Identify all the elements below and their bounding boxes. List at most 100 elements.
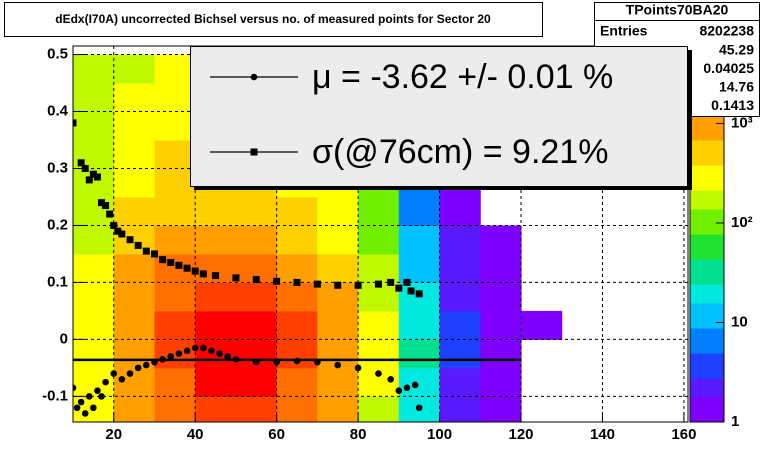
heatmap-cell (276, 282, 318, 312)
heatmap-cell (113, 310, 155, 340)
marker-circle (208, 347, 215, 355)
heatmap-cell (480, 367, 522, 397)
marker-square (212, 272, 220, 280)
marker-square (395, 284, 403, 292)
y-tick-label: 0 (60, 330, 68, 347)
heatmap-cell (317, 396, 359, 422)
x-tick-label: 80 (350, 426, 367, 443)
marker-circle (252, 358, 260, 366)
colorbar-cell (690, 284, 724, 291)
heatmap-cell (358, 196, 400, 226)
heatmap-cell (154, 111, 196, 141)
colorbar-cell (690, 140, 724, 147)
heatmap-cell (358, 339, 400, 369)
colorbar-cell (690, 271, 724, 279)
heatmap-cell (398, 225, 441, 255)
heatmap-cell (154, 310, 196, 340)
marker-square (183, 264, 191, 272)
colorbar-cell (690, 171, 724, 179)
colorbar-cell (690, 215, 724, 222)
z-tick-label: 10² (731, 214, 753, 231)
y-tick-label: 0.1 (47, 273, 68, 290)
heatmap-cell (317, 310, 359, 340)
x-tick-label: 120 (508, 426, 533, 443)
marker-square (114, 227, 122, 235)
marker-square (334, 281, 342, 289)
heatmap-cell (276, 196, 318, 226)
colorbar-cell (690, 202, 724, 210)
marker-square (118, 230, 126, 238)
legend-box (190, 46, 688, 187)
colorbar-cell (690, 315, 724, 323)
marker-square (150, 250, 158, 258)
marker-square (250, 148, 258, 156)
heatmap-cell (480, 339, 522, 369)
legend-label: σ(@76cm) = 9.21% (312, 133, 608, 171)
marker-square (134, 241, 142, 249)
y-tick-label: 0.4 (47, 102, 69, 119)
heatmap-cell (73, 83, 115, 113)
marker-circle (191, 344, 199, 352)
heatmap-cell (358, 310, 400, 340)
marker-square (167, 258, 175, 266)
heatmap-cell (398, 253, 441, 283)
marker-square (387, 278, 395, 286)
marker-circle (334, 361, 342, 369)
y-tick-label: 0.3 (47, 159, 68, 176)
colorbar-cell (690, 246, 724, 254)
marker-square (89, 170, 97, 178)
heatmap-cell (73, 339, 115, 369)
heatmap-cell (73, 310, 115, 340)
stats-value: 0.1413 (711, 97, 754, 113)
marker-circle (411, 381, 419, 389)
colorbar-cell (690, 177, 724, 185)
marker-circle (216, 350, 223, 357)
heatmap-cell (276, 367, 318, 397)
heatmap-cell (113, 282, 155, 312)
marker-circle (395, 387, 403, 394)
heatmap-cell (154, 367, 196, 397)
colorbar-cell (690, 277, 724, 285)
colorbar-cell (690, 252, 724, 260)
colorbar-cell (690, 121, 724, 128)
marker-circle (73, 384, 77, 392)
marker-circle (415, 404, 423, 412)
x-tick-label: 40 (187, 426, 204, 443)
heatmap-cell (439, 253, 481, 283)
marker-square (126, 236, 134, 244)
colorbar-cell (690, 359, 724, 367)
marker-circle (134, 364, 142, 372)
heatmap-cell (398, 310, 441, 340)
colorbar-cell (690, 227, 724, 235)
colorbar-cell (690, 158, 724, 166)
marker-square (232, 274, 240, 282)
x-tick-label: 140 (590, 426, 615, 443)
heatmap-cell (439, 396, 481, 422)
heatmap-cell (195, 225, 237, 255)
y-tick-label: -0.1 (42, 387, 68, 404)
stats-value: 14.76 (719, 79, 754, 95)
heatmap-cell (235, 196, 278, 226)
marker-circle (102, 378, 109, 386)
colorbar-cell (690, 396, 724, 404)
heatmap-cell (113, 367, 155, 397)
marker-square (110, 221, 118, 229)
colorbar-cell (690, 403, 724, 410)
heatmap-cell (439, 196, 481, 226)
colorbar-cell (690, 265, 724, 273)
marker-square (102, 202, 110, 210)
marker-circle (183, 347, 191, 355)
heatmap-cell (113, 111, 155, 141)
z-tick-label: 1 (731, 413, 739, 430)
marker-square (191, 267, 199, 275)
heatmap-cell (276, 225, 318, 255)
marker-circle (77, 398, 85, 406)
marker-circle (232, 356, 240, 363)
marker-square (293, 278, 301, 286)
marker-circle (250, 73, 258, 81)
heatmap-cell (398, 339, 441, 369)
marker-square (85, 176, 93, 184)
heatmap-cell (195, 339, 237, 369)
colorbar-cell (690, 309, 724, 316)
heatmap-cell (113, 396, 155, 422)
